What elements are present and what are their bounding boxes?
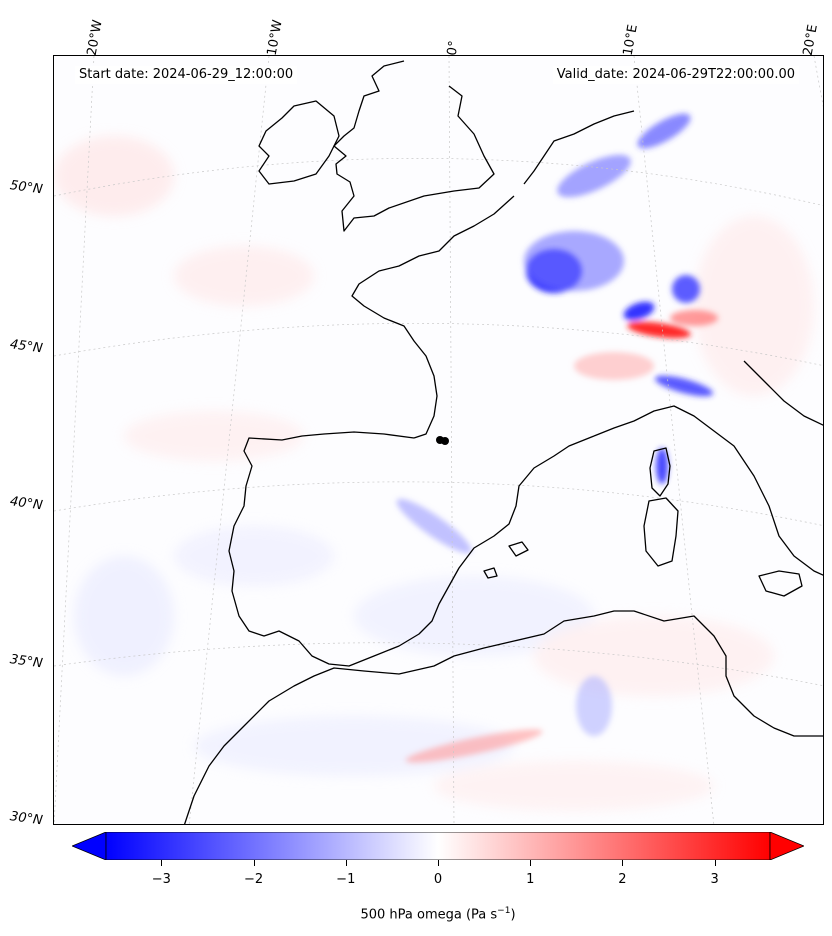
station-marker: [436, 436, 449, 445]
colorbar-extend-low: [72, 832, 107, 860]
colorbar-tickmark: [161, 860, 163, 866]
colorbar-tickmark: [438, 860, 439, 866]
colorbar: [72, 832, 804, 860]
lat-label-40n: 40°N: [8, 494, 44, 514]
lon-label-20w: 20°W: [84, 18, 106, 57]
colorbar-tick-label: 2: [618, 872, 627, 887]
colorbar-gradient: [105, 832, 771, 860]
colorbar-tick-label: −1: [336, 872, 356, 887]
colorbar-tickmark: [530, 860, 532, 866]
colorbar-tickmark: [714, 860, 716, 866]
lon-label-10e: 10°E: [620, 23, 641, 57]
colorbar-tick-label: 0: [433, 872, 443, 887]
coastlines: [183, 60, 823, 824]
background-field: [54, 136, 814, 811]
valid-date-label: Valid_date: 2024-06-29T22:00:00.00: [552, 66, 799, 84]
start-date-label: Start date: 2024-06-29_12:00:00: [75, 66, 298, 84]
lat-label-30n: 30°N: [8, 809, 44, 829]
lat-label-35n: 35°N: [8, 652, 44, 672]
lon-label-10w: 10°W: [264, 18, 286, 57]
lat-label-50n: 50°N: [8, 178, 44, 198]
omega-field-map: [54, 56, 823, 824]
colorbar-extend-high: [769, 832, 804, 860]
colorbar-tickmark: [253, 860, 255, 866]
omega-features: [396, 113, 718, 763]
lat-label-45n: 45°N: [8, 337, 44, 357]
graticule: [54, 56, 823, 824]
colorbar-tick-label: −3: [151, 872, 171, 887]
colorbar-tick-label: −2: [243, 872, 264, 887]
colorbar-label: 500 hPa omega (Pa s−1): [360, 906, 516, 923]
lon-label-0: 0°: [444, 39, 462, 57]
map-panel[interactable]: [53, 55, 824, 825]
lon-label-20e: 20°E: [800, 23, 821, 57]
colorbar-tick-label: 3: [710, 872, 719, 887]
colorbar-tickmark: [345, 860, 347, 866]
colorbar-tick-label: 1: [526, 872, 535, 887]
colorbar-tickmark: [622, 860, 624, 866]
